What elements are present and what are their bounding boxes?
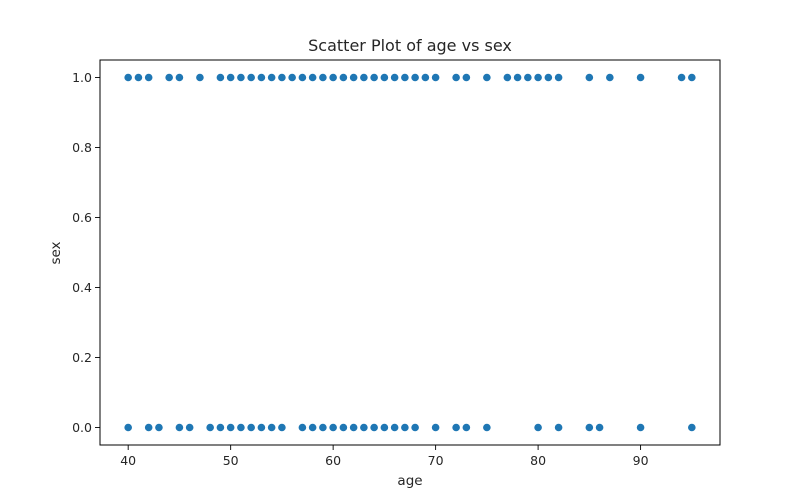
data-point — [349, 72, 359, 83]
x-tick-label: 80 — [530, 453, 546, 468]
x-tick-label: 90 — [633, 453, 649, 468]
data-point — [359, 422, 369, 433]
data-point — [605, 72, 615, 83]
data-point — [123, 72, 133, 83]
data-point — [246, 422, 256, 433]
data-point — [369, 422, 379, 433]
data-point — [400, 72, 410, 83]
data-point — [379, 72, 389, 83]
data-point — [461, 72, 471, 83]
data-point — [205, 422, 215, 433]
data-point — [246, 72, 256, 83]
data-point — [287, 72, 297, 83]
plot-frame — [99, 59, 721, 446]
data-point — [359, 72, 369, 83]
data-point — [533, 72, 543, 83]
data-point — [676, 72, 687, 83]
y-tick-label: 0.4 — [72, 280, 92, 295]
data-point — [144, 72, 154, 83]
x-tick-label: 50 — [223, 453, 239, 468]
data-point — [349, 422, 359, 433]
data-point — [236, 422, 246, 433]
data-point — [267, 72, 277, 83]
y-tick-label: 0.2 — [72, 350, 92, 365]
data-point — [226, 72, 236, 83]
data-point — [277, 72, 287, 83]
data-point — [256, 72, 266, 83]
data-point — [687, 422, 697, 433]
data-point — [369, 72, 379, 83]
data-point — [482, 422, 492, 433]
data-point — [379, 422, 389, 433]
y-tick-label: 0.6 — [72, 210, 92, 225]
x-tick-label: 60 — [325, 453, 341, 468]
data-point — [226, 422, 236, 433]
data-point — [553, 72, 564, 83]
y-tick-label: 1.0 — [72, 70, 92, 85]
data-point — [451, 422, 461, 433]
y-tick-label: 0.8 — [72, 140, 92, 155]
data-point — [215, 72, 226, 83]
data-point — [553, 422, 564, 433]
data-point — [584, 422, 594, 433]
data-point — [400, 422, 410, 433]
chart-title: Scatter Plot of age vs sex — [308, 36, 512, 55]
data-point — [174, 72, 185, 83]
data-point — [308, 72, 318, 83]
data-point — [543, 72, 553, 83]
data-point — [256, 422, 266, 433]
data-point — [420, 72, 430, 83]
data-point — [164, 72, 174, 83]
data-point — [318, 72, 328, 83]
data-point — [512, 72, 523, 83]
data-point — [338, 72, 348, 83]
data-point — [431, 72, 441, 83]
data-point — [410, 422, 420, 433]
data-point — [338, 422, 348, 433]
data-point — [328, 422, 338, 433]
data-point — [635, 422, 646, 433]
data-point — [451, 72, 461, 83]
data-point — [502, 72, 512, 83]
data-point — [144, 422, 154, 433]
data-point — [308, 422, 318, 433]
data-point — [390, 72, 400, 83]
data-point — [195, 72, 205, 83]
data-point — [236, 72, 246, 83]
y-tick-label: 0.0 — [72, 420, 92, 435]
data-point — [461, 422, 471, 433]
x-axis-label: age — [397, 473, 422, 489]
data-point — [523, 72, 533, 83]
data-point — [594, 422, 605, 433]
x-tick-label: 70 — [428, 453, 444, 468]
data-point — [318, 422, 328, 433]
data-point — [133, 72, 144, 83]
data-point — [174, 422, 185, 433]
y-axis-ticks: 0.0 0.2 0.4 0.6 0.8 1.0 — [72, 70, 100, 435]
data-point — [267, 422, 277, 433]
x-axis-ticks: 40 50 60 70 80 90 — [120, 445, 649, 468]
x-tick-label: 40 — [120, 453, 136, 468]
data-point — [328, 72, 338, 83]
data-point — [297, 72, 307, 83]
data-point — [390, 422, 400, 433]
data-point — [687, 72, 697, 83]
data-point — [635, 72, 646, 83]
data-point — [123, 422, 133, 433]
data-point — [410, 72, 420, 83]
data-point — [584, 72, 594, 83]
data-points — [123, 72, 697, 433]
data-point — [277, 422, 287, 433]
data-point — [185, 422, 195, 433]
y-axis-label: sex — [48, 241, 64, 264]
data-point — [154, 422, 164, 433]
data-point — [297, 422, 307, 433]
data-point — [215, 422, 226, 433]
data-point — [431, 422, 441, 433]
data-point — [482, 72, 492, 83]
data-point — [533, 422, 543, 433]
